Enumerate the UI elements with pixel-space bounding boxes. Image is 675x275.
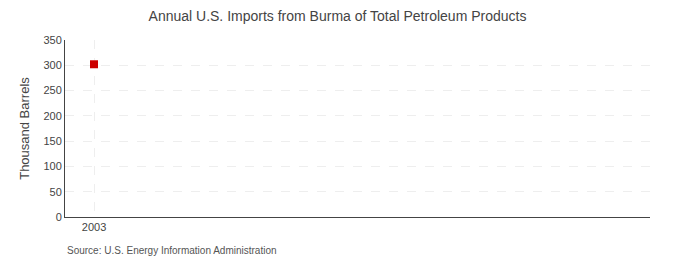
svg-text:Thousand Barrels: Thousand Barrels: [17, 77, 32, 180]
svg-text:250: 250: [43, 84, 61, 96]
svg-text:350: 350: [43, 34, 61, 46]
svg-text:200: 200: [43, 110, 61, 122]
svg-text:2003: 2003: [82, 221, 106, 233]
svg-text:150: 150: [43, 135, 61, 147]
svg-text:Source: U.S. Energy Informatio: Source: U.S. Energy Information Administ…: [67, 245, 277, 256]
svg-text:0: 0: [56, 211, 62, 223]
svg-text:100: 100: [43, 160, 61, 172]
svg-text:50: 50: [50, 186, 62, 198]
svg-text:300: 300: [43, 59, 61, 71]
svg-text:Annual U.S. Imports from Burma: Annual U.S. Imports from Burma of Total …: [149, 8, 527, 24]
